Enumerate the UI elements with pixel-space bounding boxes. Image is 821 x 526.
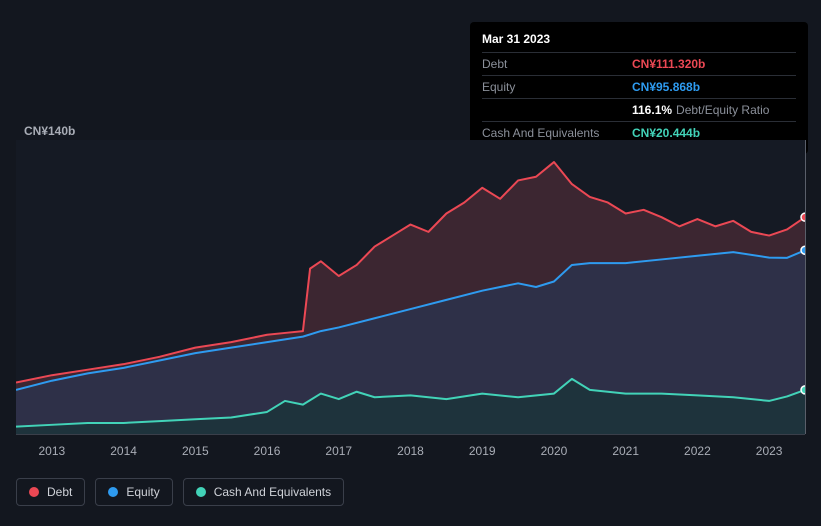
chart-crosshair [805,140,806,434]
legend-item-debt[interactable]: Debt [16,478,85,506]
legend-swatch [108,487,118,497]
x-axis-tick: 2018 [397,444,424,458]
x-axis-tick: 2016 [254,444,281,458]
tooltip-date: Mar 31 2023 [482,30,796,52]
x-axis-tick: 2013 [39,444,66,458]
chart-tooltip: Mar 31 2023 Debt CN¥111.320b Equity CN¥9… [470,22,808,154]
x-axis-tick: 2014 [110,444,137,458]
chart-plot-area[interactable] [16,140,805,434]
tooltip-ratio-label: Debt/Equity Ratio [676,103,769,117]
x-axis-tick: 2019 [469,444,496,458]
y-axis-label-top: CN¥140b [24,124,75,138]
chart-container: Mar 31 2023 Debt CN¥111.320b Equity CN¥9… [0,0,821,526]
legend-item-cash[interactable]: Cash And Equivalents [183,478,344,506]
legend-swatch [196,487,206,497]
chart-svg [16,140,805,434]
x-axis-line [16,434,805,435]
legend-swatch [29,487,39,497]
x-axis: 2013 2014 2015 2016 2017 2018 2019 2020 2021 2022… [16,444,805,464]
tooltip-label: Equity [482,80,632,94]
x-axis-tick: 2023 [756,444,783,458]
x-axis-tick: 2021 [612,444,639,458]
tooltip-value: CN¥95.868b [632,80,700,94]
legend-label: Cash And Equivalents [214,485,331,499]
x-axis-tick: 2015 [182,444,209,458]
tooltip-label [482,103,632,117]
tooltip-row-equity: Equity CN¥95.868b [482,75,796,98]
tooltip-value: CN¥111.320b [632,57,705,71]
chart-legend: Debt Equity Cash And Equivalents [16,478,344,506]
tooltip-ratio-value: 116.1% [632,103,672,117]
legend-item-equity[interactable]: Equity [95,478,172,506]
legend-label: Debt [47,485,72,499]
x-axis-tick: 2022 [684,444,711,458]
x-axis-tick: 2020 [541,444,568,458]
legend-label: Equity [126,485,159,499]
x-axis-tick: 2017 [325,444,352,458]
tooltip-row-ratio: 116.1% Debt/Equity Ratio [482,98,796,121]
tooltip-label: Debt [482,57,632,71]
tooltip-ratio: 116.1% Debt/Equity Ratio [632,103,769,117]
tooltip-row-debt: Debt CN¥111.320b [482,52,796,75]
tooltip-label: Cash And Equivalents [482,126,632,140]
tooltip-value: CN¥20.444b [632,126,700,140]
